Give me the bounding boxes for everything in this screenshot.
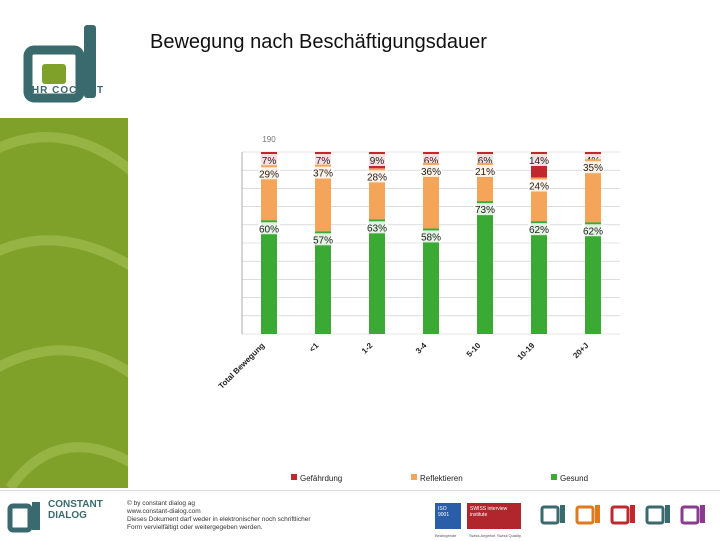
data-label-bg xyxy=(420,164,442,177)
data-label-bg xyxy=(582,224,604,237)
x-tick-label: <1 xyxy=(308,341,321,354)
data-label: 35% xyxy=(583,163,603,174)
data-label-bg xyxy=(366,154,388,166)
data-label: 14% xyxy=(529,156,549,167)
x-tick-label: 20+J xyxy=(571,341,590,360)
mini-logo-4 xyxy=(645,505,670,525)
legend-swatch-2 xyxy=(551,474,557,480)
data-label: 57% xyxy=(313,235,333,246)
x-tick-label: 10-19 xyxy=(516,341,537,362)
x-tick-label: Total Bewegung xyxy=(217,341,267,391)
iso-badge: ISO 9001 xyxy=(435,503,461,529)
data-label-bg xyxy=(528,223,550,236)
data-label: 73% xyxy=(475,205,495,216)
data-label: 6% xyxy=(424,156,439,167)
copyright-block: © by constant dialog ag www.constant-dia… xyxy=(127,500,311,532)
copyright-text: © by constant dialog ag xyxy=(127,500,196,507)
company-name-line1: CONSTANT xyxy=(48,499,103,510)
data-label-bg xyxy=(312,233,334,246)
x-tick-label: 1-2 xyxy=(360,341,375,356)
data-label-bg xyxy=(312,154,334,166)
data-label: 7% xyxy=(316,156,331,167)
data-label-bg xyxy=(258,222,280,235)
bar-gesund xyxy=(369,219,385,334)
data-label-bg xyxy=(420,230,442,243)
data-label: 62% xyxy=(583,226,603,237)
mini-logo-3 xyxy=(610,505,635,525)
data-label-bg xyxy=(474,164,496,177)
company-name-line2: DIALOG xyxy=(48,510,87,521)
website-link[interactable]: www.constant-dialog.com xyxy=(127,508,201,515)
data-label-bg xyxy=(258,154,280,166)
data-label-bg xyxy=(366,170,388,183)
page-title: Bewegung nach Beschäftigungsdauer xyxy=(150,31,487,53)
sidebar-pattern xyxy=(0,118,128,488)
data-label-bg xyxy=(582,161,604,174)
data-label: 29% xyxy=(259,169,279,180)
data-label: 58% xyxy=(421,232,441,243)
data-label-bg xyxy=(312,166,334,179)
legend-swatch-1 xyxy=(411,474,417,480)
legend-label-1: Reflektieren xyxy=(420,474,463,483)
data-label: 6% xyxy=(478,156,493,167)
bar-gesund xyxy=(531,221,547,334)
bar-reflektieren xyxy=(423,162,439,229)
data-label-bg xyxy=(528,154,550,166)
bar-gesund xyxy=(477,201,493,334)
data-label: 60% xyxy=(259,224,279,235)
hr-cockpit-logo xyxy=(23,25,96,103)
data-label: 24% xyxy=(529,181,549,192)
count-label: 190 xyxy=(262,135,276,144)
notice-line-1: Dieses Dokument darf weder in elektronis… xyxy=(127,516,311,523)
data-label: 28% xyxy=(367,172,387,183)
legend-label-0: Gefährdung xyxy=(300,474,342,483)
constant-dialog-logo xyxy=(7,502,40,533)
data-label-bg xyxy=(366,221,388,234)
notice-line-2: Form vervielfältigt oder weitergegeben w… xyxy=(127,524,263,531)
data-label: 7% xyxy=(262,156,277,167)
mini-logo-2 xyxy=(575,505,600,525)
data-label: 9% xyxy=(370,156,385,167)
data-label-bg xyxy=(258,167,280,180)
data-label: 21% xyxy=(475,167,495,178)
legend-label-2: Gesund xyxy=(560,474,588,483)
data-label: 62% xyxy=(529,225,549,236)
x-tick-label: 3-4 xyxy=(414,341,429,356)
bar-gesund xyxy=(315,231,331,334)
mini-logo-1 xyxy=(540,505,565,525)
mini-logo-5 xyxy=(680,505,705,525)
sidebar-decoration xyxy=(0,132,128,488)
bar-reflektieren xyxy=(585,159,601,223)
company-name: CONSTANT DIALOG xyxy=(48,499,103,521)
brand-name: HR COCKPIT xyxy=(31,85,105,96)
bar-gesund xyxy=(585,222,601,334)
data-label-bg xyxy=(474,203,496,216)
bar-reflektieren xyxy=(315,164,331,232)
legend-swatch-0 xyxy=(291,474,297,480)
bar-gesund xyxy=(261,220,277,334)
data-label: 36% xyxy=(421,167,441,178)
bar-gesund xyxy=(423,228,439,334)
x-tick-label: 5-10 xyxy=(465,341,483,359)
data-label-bg xyxy=(528,179,550,192)
badge-caption-1: Bedingende xyxy=(435,533,457,538)
swiss-badge: SWISS interview institute xyxy=(467,503,521,529)
badge-caption-3: Swiss Quality xyxy=(497,533,522,538)
badge-caption-2: Swiss Angebot xyxy=(469,533,496,538)
data-label: 63% xyxy=(367,223,387,234)
data-label: 37% xyxy=(313,169,333,180)
